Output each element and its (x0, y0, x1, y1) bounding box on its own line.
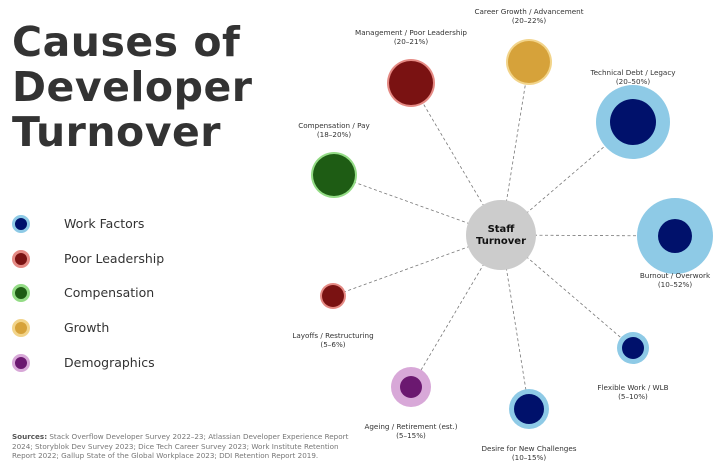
legend-item-growth: Growth (12, 317, 212, 352)
node-label: Ageing / Retirement (est.) (364, 422, 457, 431)
node-label: Flexible Work / WLB (597, 383, 668, 392)
node-career-growth: Career Growth / Advancement(20–22%) (474, 7, 584, 85)
node-core (322, 285, 344, 307)
node-label: (10–52%) (658, 280, 693, 289)
node-label: Layoffs / Restructuring (292, 331, 373, 340)
center-circle (466, 200, 536, 270)
node-label: Compensation / Pay (298, 121, 370, 130)
legend-swatch (12, 249, 30, 268)
node-compensation: Compensation / Pay(18–20%) (298, 121, 371, 198)
node-label: (5–15%) (396, 431, 426, 440)
legend-swatch (12, 319, 30, 338)
node-label: (10–15%) (512, 453, 547, 462)
node-label: (20–21%) (394, 37, 429, 46)
node-burnout: Burnout / Overwork(10–52%) (637, 198, 713, 289)
node-label: Desire for New Challenges (481, 444, 576, 453)
sources-text: Stack Overflow Developer Survey 2022–23;… (12, 432, 349, 460)
legend-swatch (12, 284, 30, 303)
title-line: Causes of (12, 18, 241, 66)
legend-swatch (12, 215, 30, 233)
node-core (389, 61, 433, 105)
node-label: (5–6%) (320, 340, 345, 349)
node-flexible-work: Flexible Work / WLB(5–10%) (597, 332, 669, 401)
node-core (400, 376, 422, 398)
sources-label: Sources: (12, 432, 48, 441)
node-new-challenges: Desire for New Challenges(10–15%) (481, 389, 577, 462)
node-label: Management / Poor Leadership (355, 28, 467, 37)
node-label: (18–20%) (317, 130, 352, 139)
node-core (313, 154, 355, 196)
legend-item-compensation: Compensation (12, 282, 212, 317)
center-label: Turnover (476, 236, 526, 247)
legend: Work Factors Poor Leadership Compensatio… (12, 213, 212, 386)
node-core (508, 41, 550, 83)
legend-label: Work Factors (64, 216, 145, 231)
node-core (658, 219, 692, 253)
node-core (622, 337, 644, 359)
title-line: Turnover (12, 108, 221, 156)
node-technical-debt: Technical Debt / Legacy(20–50%) (589, 68, 676, 159)
node-ageing: Ageing / Retirement (est.)(5–15%) (364, 367, 458, 440)
title-line: Developer (12, 63, 253, 111)
node-label: Career Growth / Advancement (474, 7, 583, 16)
legend-swatch (12, 353, 30, 372)
page-title: Causes of Developer Turnover (12, 20, 252, 155)
node-core (610, 99, 656, 145)
node-label: Burnout / Overwork (640, 271, 711, 280)
legend-label: Growth (64, 320, 110, 336)
node-label: Technical Debt / Legacy (589, 68, 676, 77)
node-layoffs: Layoffs / Restructuring(5–6%) (292, 283, 374, 349)
legend-item-work-factors: Work Factors (12, 213, 212, 248)
legend-label: Demographics (64, 354, 155, 370)
legend-label: Poor Leadership (64, 250, 165, 266)
legend-item-poor-leadership: Poor Leadership (12, 248, 212, 283)
node-label: (20–22%) (512, 16, 547, 25)
sources-note: Sources: Stack Overflow Developer Survey… (12, 432, 352, 461)
node-label: (5–10%) (618, 392, 648, 401)
center-label: Staff (488, 224, 516, 235)
node-label: (20–50%) (616, 77, 651, 86)
node-management: Management / Poor Leadership(20–21%) (355, 28, 467, 107)
node-core (514, 394, 544, 424)
legend-item-demographics: Demographics (12, 352, 212, 387)
legend-label: Compensation (64, 285, 155, 301)
